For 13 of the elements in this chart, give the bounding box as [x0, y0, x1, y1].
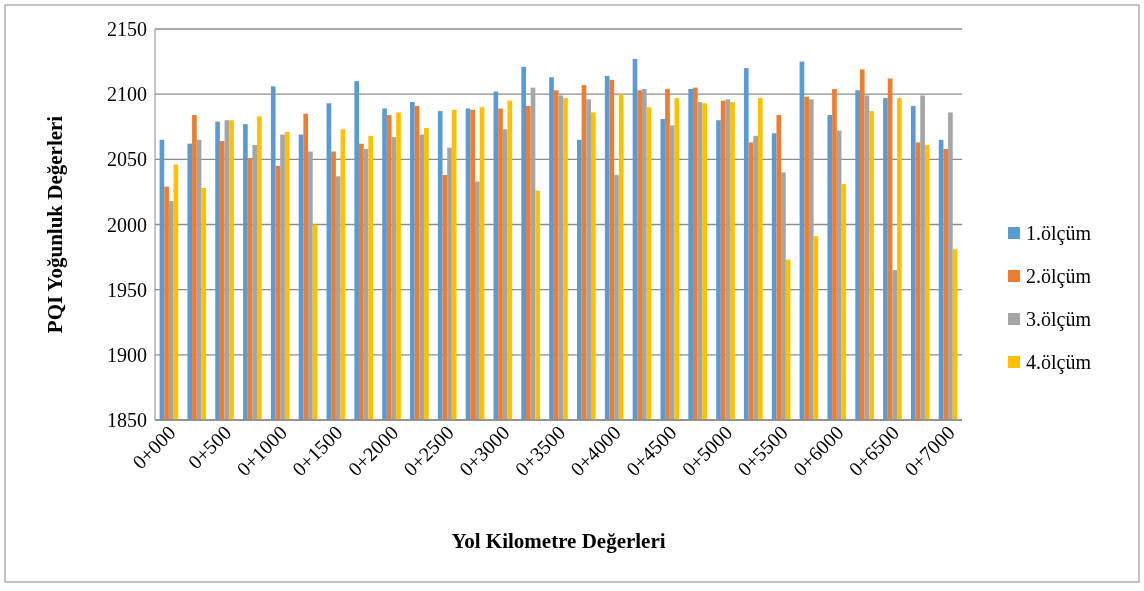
- y-tick-label: 2100: [107, 83, 147, 106]
- x-axis-title: Yol Kilometre Değerleri: [451, 529, 666, 553]
- y-axis-title: PQI Yoğunluk Değerleri: [43, 115, 67, 334]
- y-tick-label: 2150: [107, 18, 147, 40]
- y-tick-label: 2000: [107, 213, 147, 236]
- y-tick-label: 2050: [107, 148, 147, 171]
- y-tick-label: 1950: [107, 278, 147, 301]
- y-tick-label: 1900: [107, 343, 147, 366]
- legend-label: 4.ölçüm: [1026, 351, 1092, 374]
- y-tick-label: 1850: [107, 409, 147, 431]
- legend-label: 2.ölçüm: [1026, 265, 1092, 288]
- legend-label: 3.ölçüm: [1026, 308, 1092, 331]
- legend-label: 1.ölçüm: [1026, 222, 1092, 245]
